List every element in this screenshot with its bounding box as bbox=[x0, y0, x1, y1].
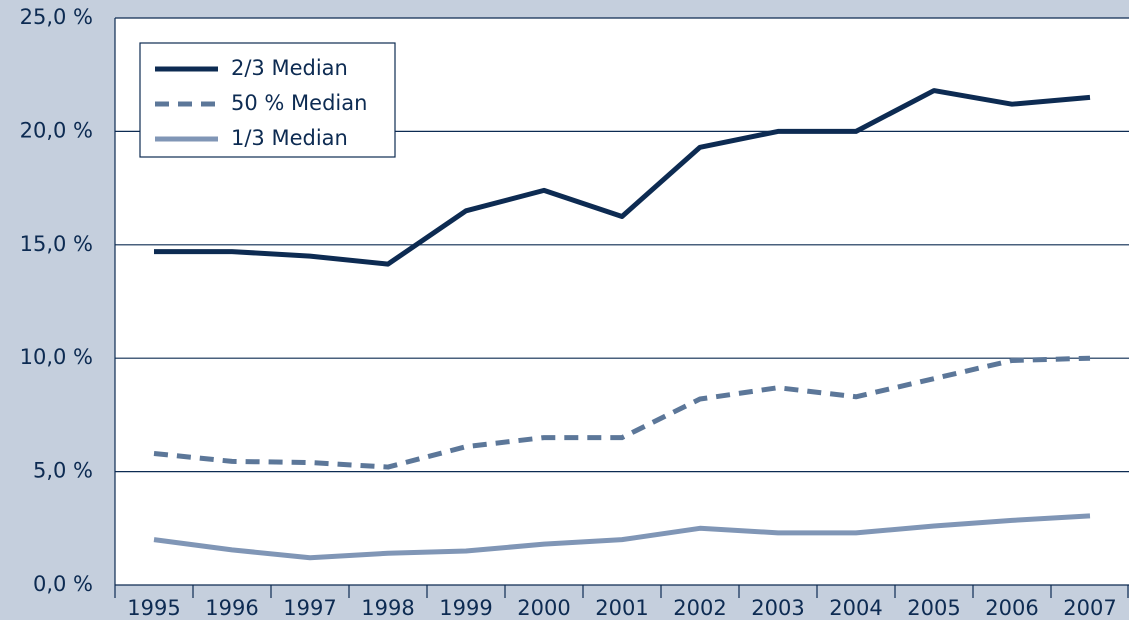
legend: 2/3 Median 50 % Median 1/3 Median bbox=[139, 42, 396, 158]
x-tick-label: 2004 bbox=[829, 596, 882, 620]
x-tick-label: 2003 bbox=[751, 596, 804, 620]
x-tick-label: 2006 bbox=[985, 596, 1038, 620]
x-tick-label: 1995 bbox=[127, 596, 180, 620]
legend-label: 1/3 Median bbox=[231, 126, 348, 150]
x-tick-label: 2005 bbox=[907, 596, 960, 620]
y-tick-label: 10,0 % bbox=[20, 345, 93, 369]
x-tick-label: 1996 bbox=[205, 596, 258, 620]
x-tick-label: 2000 bbox=[517, 596, 570, 620]
series-line bbox=[153, 355, 1091, 470]
x-tick-label: 2002 bbox=[673, 596, 726, 620]
x-tick-label: 1999 bbox=[439, 596, 492, 620]
y-tick-label: 5,0 % bbox=[33, 459, 93, 483]
series-line bbox=[153, 513, 1091, 561]
legend-label: 50 % Median bbox=[231, 91, 367, 115]
y-tick-label: 20,0 % bbox=[20, 118, 93, 142]
series-line bbox=[154, 88, 1091, 267]
x-tick-label: 2007 bbox=[1063, 596, 1116, 620]
y-tick-label: 25,0 % bbox=[20, 5, 93, 29]
x-tick-label: 1997 bbox=[283, 596, 336, 620]
x-tick-label: 2001 bbox=[595, 596, 648, 620]
y-tick-label: 15,0 % bbox=[20, 232, 93, 256]
x-tick-label: 1998 bbox=[361, 596, 414, 620]
y-tick-label: 0,0 % bbox=[33, 572, 93, 596]
legend-label: 2/3 Median bbox=[231, 56, 348, 80]
